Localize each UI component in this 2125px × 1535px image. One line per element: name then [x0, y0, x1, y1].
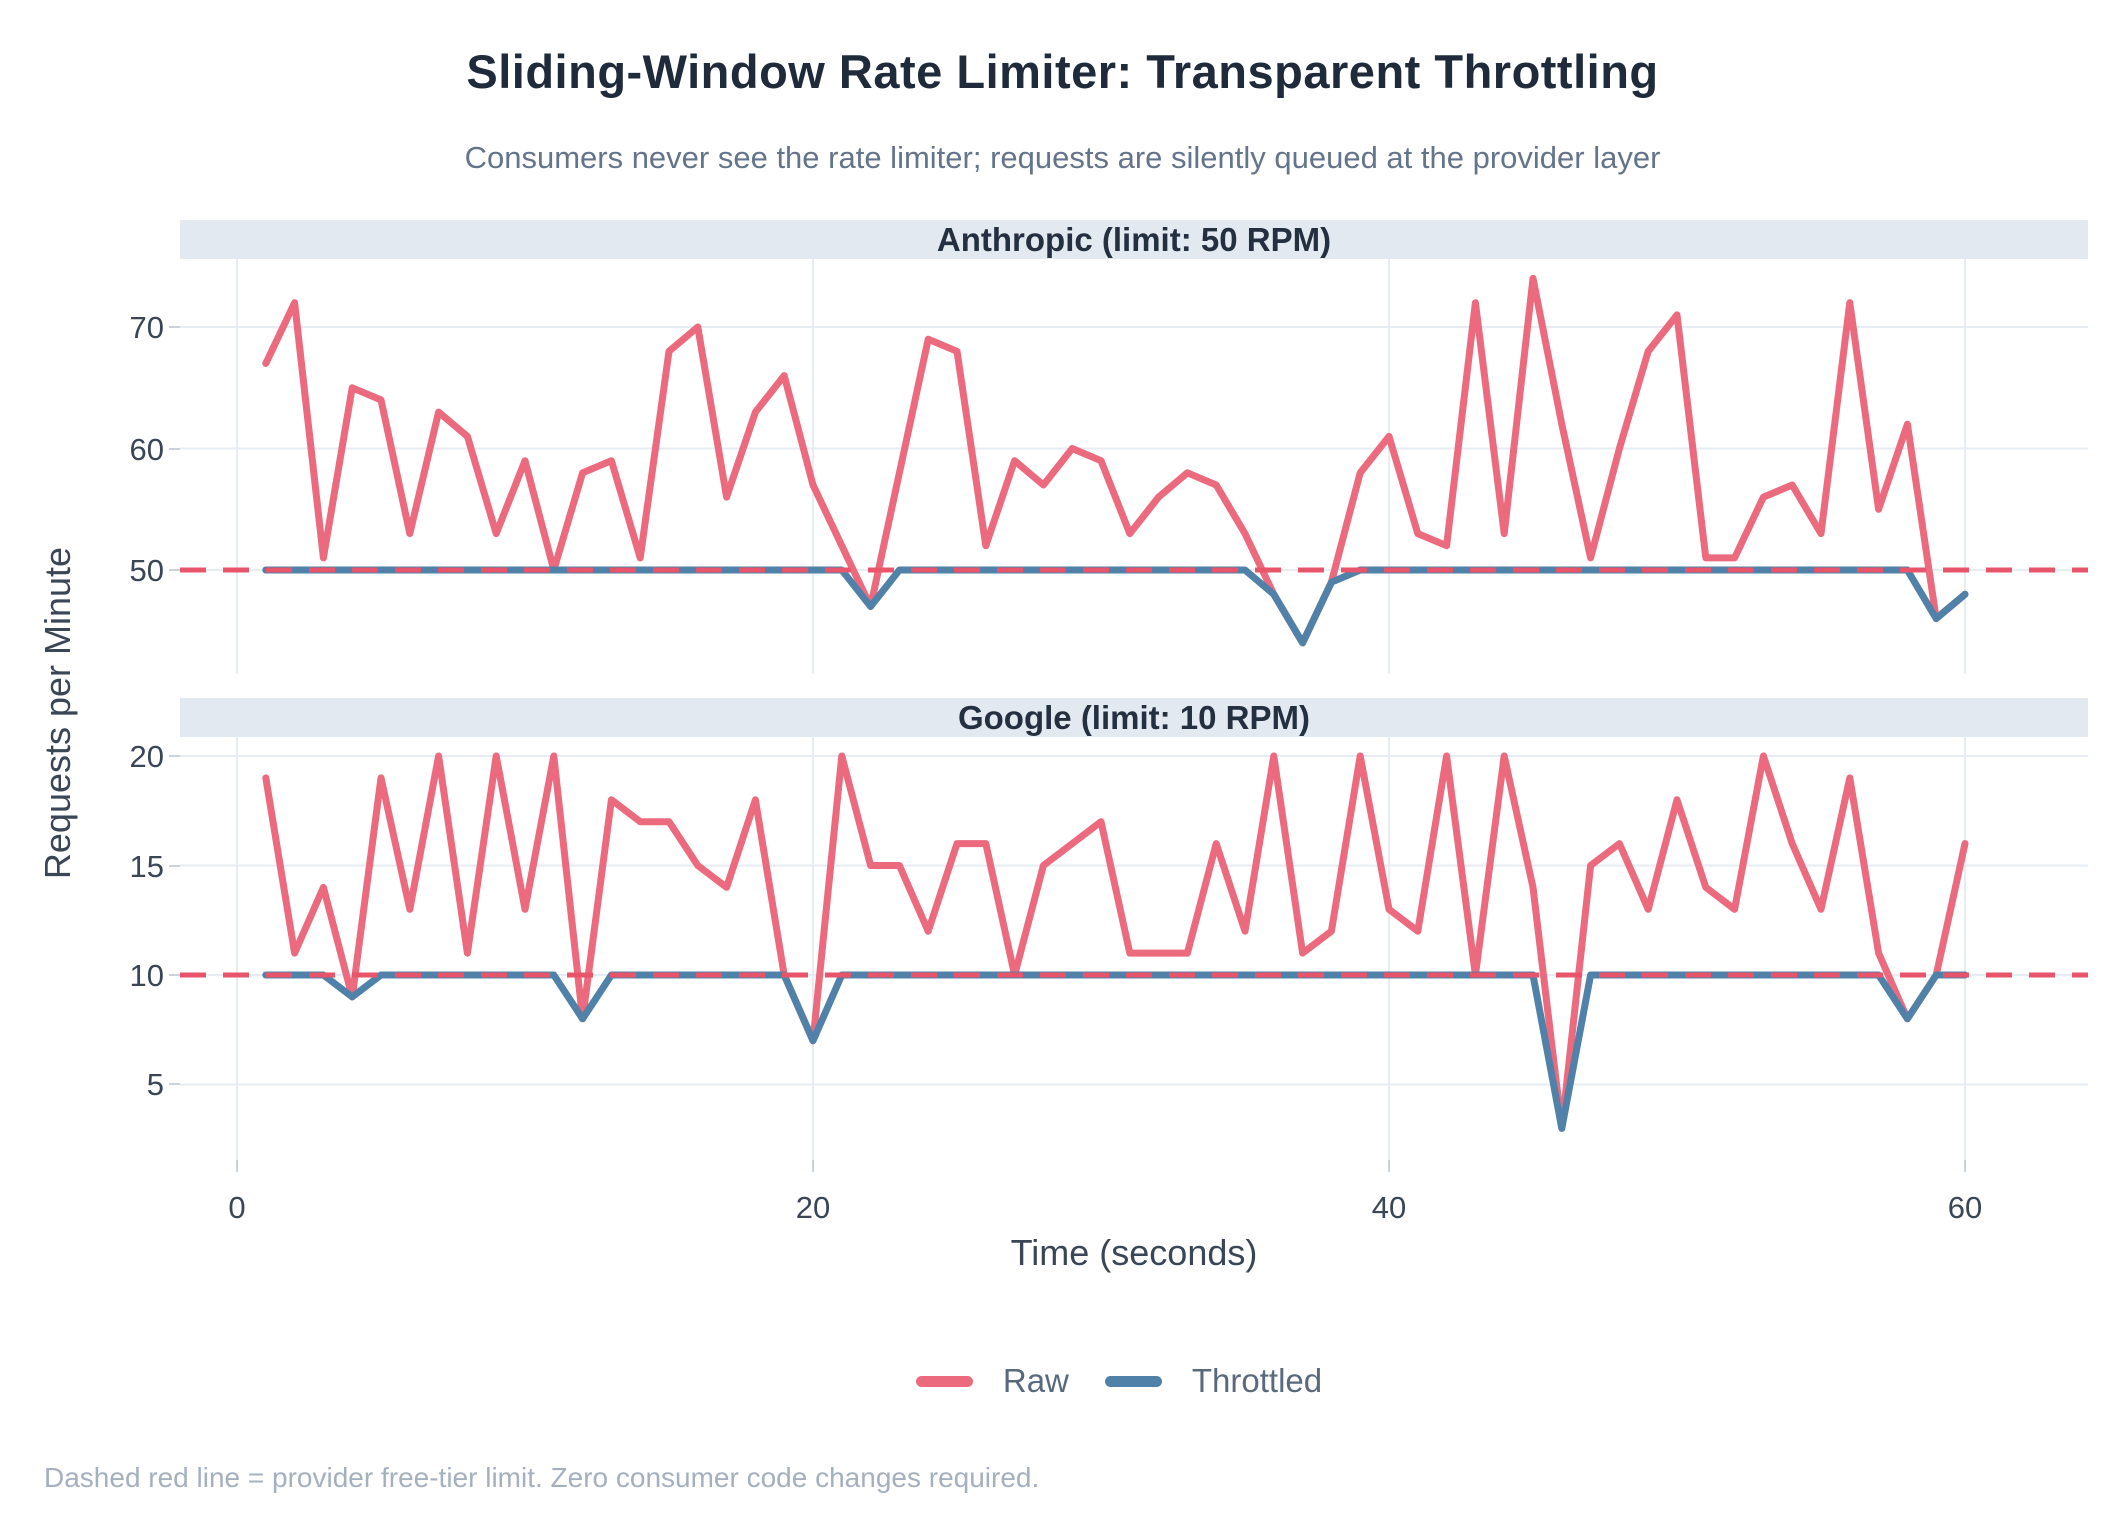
caption: Dashed red line = provider free-tier lim… — [44, 1462, 1040, 1493]
y-tick-mark — [169, 569, 180, 571]
chart-title: Sliding-Window Rate Limiter: Transparent… — [466, 45, 1659, 98]
panel-google — [180, 737, 2088, 1160]
raw-line-swatch — [915, 1375, 973, 1387]
x-tick-mark — [1964, 1160, 1967, 1172]
anthropic-line-chart — [180, 259, 2088, 674]
facet-strip-label-google: Google (limit: 10 RPM) — [957, 698, 1310, 736]
panel-anthropic — [180, 259, 2088, 674]
raw-series-line — [262, 752, 1969, 1132]
y-tick-mark — [169, 447, 180, 450]
y-tick-mark — [169, 973, 180, 976]
x-tick-label: 20 — [795, 1190, 831, 1225]
x-tick-label: 40 — [1371, 1190, 1407, 1225]
y-tick-mark — [169, 864, 180, 867]
chart-subtitle: Consumers never see the rate limiter; re… — [464, 140, 1661, 175]
legend-item-raw: Raw — [915, 1362, 1069, 1400]
x-tick-label: 0 — [228, 1190, 246, 1225]
legend-label-raw: Raw — [1002, 1362, 1069, 1399]
y-tick-mark — [169, 326, 180, 329]
y-tick-label: 50 — [129, 553, 164, 588]
raw-series-line — [262, 274, 1969, 647]
y-tick-label: 60 — [129, 431, 164, 467]
google-line-chart — [180, 737, 2088, 1160]
x-tick-mark — [812, 1160, 815, 1172]
y-tick-label: 5 — [146, 1067, 164, 1103]
y-tick-label: 20 — [129, 739, 164, 775]
facet-strip-google: Google (limit: 10 RPM) — [180, 698, 2088, 737]
y-tick-label: 15 — [129, 848, 164, 884]
throttled-series-line — [262, 566, 1969, 647]
legend-item-throttled: Throttled — [1104, 1362, 1323, 1400]
x-tick-label: 60 — [1947, 1190, 1983, 1225]
x-tick-mark — [236, 1160, 239, 1172]
facet-strip-anthropic: Anthropic (limit: 50 RPM) — [180, 220, 2088, 259]
y-tick-mark — [169, 755, 180, 758]
y-tick-label: 10 — [129, 957, 164, 993]
throttled-series-line — [262, 971, 1969, 1132]
legend: Raw Throttled — [0, 1362, 2125, 1400]
legend-label-throttled: Throttled — [1191, 1362, 1323, 1399]
facet-strip-label-anthropic: Anthropic (limit: 50 RPM) — [936, 220, 1332, 258]
y-axis-title: Requests per Minute — [37, 546, 78, 880]
x-axis-title: Time (seconds) — [1010, 1232, 1258, 1273]
y-tick-label: 70 — [129, 310, 164, 346]
y-tick-mark — [169, 1083, 180, 1086]
throttled-line-swatch — [1104, 1375, 1162, 1387]
x-tick-mark — [1388, 1160, 1391, 1172]
